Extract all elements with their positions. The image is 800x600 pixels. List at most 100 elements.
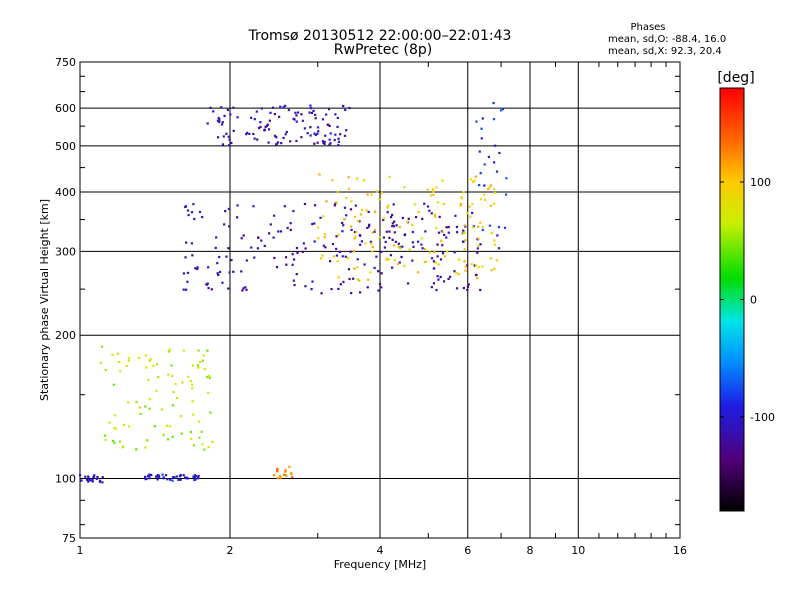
data-point bbox=[219, 270, 222, 274]
data-point bbox=[447, 277, 450, 281]
data-point bbox=[493, 267, 496, 270]
data-point bbox=[209, 106, 212, 109]
data-point bbox=[397, 245, 400, 248]
data-point bbox=[278, 474, 281, 478]
data-point bbox=[487, 155, 491, 159]
data-point bbox=[481, 225, 485, 229]
data-point bbox=[224, 209, 227, 213]
data-point bbox=[144, 475, 147, 479]
data-point bbox=[403, 233, 406, 237]
data-point bbox=[466, 285, 470, 288]
data-point bbox=[411, 223, 414, 226]
data-point bbox=[428, 251, 432, 254]
data-point bbox=[444, 255, 447, 258]
data-point bbox=[170, 364, 173, 367]
data-point bbox=[303, 127, 306, 130]
data-point bbox=[462, 191, 465, 194]
data-point bbox=[336, 125, 339, 129]
data-point bbox=[421, 217, 424, 221]
data-point bbox=[432, 282, 436, 285]
data-point bbox=[189, 379, 192, 383]
data-point bbox=[221, 121, 224, 124]
data-point bbox=[232, 129, 235, 132]
data-point bbox=[212, 110, 215, 113]
data-point bbox=[445, 236, 448, 239]
data-point bbox=[191, 254, 194, 257]
data-point bbox=[469, 178, 473, 181]
data-point bbox=[430, 212, 433, 215]
data-point bbox=[393, 231, 396, 234]
data-point bbox=[345, 196, 348, 200]
data-point bbox=[193, 217, 196, 221]
data-point bbox=[241, 289, 244, 292]
data-point bbox=[469, 215, 472, 218]
data-point bbox=[285, 130, 288, 134]
data-point bbox=[341, 255, 344, 258]
data-point bbox=[490, 232, 493, 235]
data-point bbox=[174, 382, 177, 386]
data-point bbox=[320, 292, 323, 295]
data-point bbox=[343, 134, 347, 137]
data-point bbox=[380, 272, 383, 275]
data-point bbox=[292, 279, 295, 282]
data-point bbox=[365, 209, 368, 212]
data-point bbox=[263, 128, 266, 131]
data-point bbox=[260, 239, 263, 242]
data-point bbox=[342, 104, 345, 108]
data-point bbox=[428, 209, 431, 212]
data-point bbox=[391, 238, 394, 241]
data-point bbox=[125, 364, 128, 368]
data-point bbox=[479, 288, 482, 292]
data-point bbox=[267, 128, 271, 131]
data-point bbox=[417, 271, 420, 274]
data-point bbox=[85, 478, 89, 481]
data-point bbox=[311, 222, 314, 226]
data-point bbox=[200, 430, 203, 433]
data-point bbox=[313, 222, 316, 225]
data-point bbox=[349, 208, 353, 211]
data-point bbox=[348, 106, 351, 110]
data-point bbox=[152, 364, 155, 367]
data-point bbox=[420, 237, 423, 240]
data-point bbox=[477, 225, 480, 228]
chart-subtitle: RwPretec (8p) bbox=[334, 42, 432, 58]
data-point bbox=[463, 248, 466, 251]
data-point bbox=[467, 283, 470, 286]
y-tick-label: 600 bbox=[55, 102, 76, 115]
data-point bbox=[371, 250, 374, 253]
data-point bbox=[373, 230, 376, 233]
data-point bbox=[232, 106, 235, 109]
data-point bbox=[222, 135, 225, 138]
data-point bbox=[192, 444, 196, 447]
data-point bbox=[436, 275, 439, 278]
data-point bbox=[503, 226, 507, 229]
data-point bbox=[272, 474, 276, 477]
data-point bbox=[326, 123, 329, 126]
data-point bbox=[480, 127, 483, 130]
data-point bbox=[290, 472, 293, 476]
data-point bbox=[93, 474, 96, 477]
data-point bbox=[398, 226, 401, 229]
data-point bbox=[295, 139, 298, 143]
data-point bbox=[236, 116, 239, 119]
data-point bbox=[268, 232, 271, 235]
data-point bbox=[495, 170, 499, 173]
data-point bbox=[266, 123, 269, 126]
data-point bbox=[201, 443, 204, 446]
data-point bbox=[244, 286, 247, 289]
data-point bbox=[396, 262, 400, 266]
data-point bbox=[426, 205, 430, 208]
data-point bbox=[206, 349, 209, 352]
data-point bbox=[135, 448, 138, 451]
data-point bbox=[148, 474, 151, 478]
data-point bbox=[217, 116, 220, 120]
data-point bbox=[240, 270, 243, 273]
data-point bbox=[488, 224, 491, 227]
data-point bbox=[354, 235, 357, 238]
data-point bbox=[221, 281, 224, 284]
data-point bbox=[289, 228, 292, 232]
data-point bbox=[248, 132, 251, 136]
data-point bbox=[337, 137, 340, 140]
data-point bbox=[199, 360, 202, 364]
data-point bbox=[483, 163, 486, 166]
